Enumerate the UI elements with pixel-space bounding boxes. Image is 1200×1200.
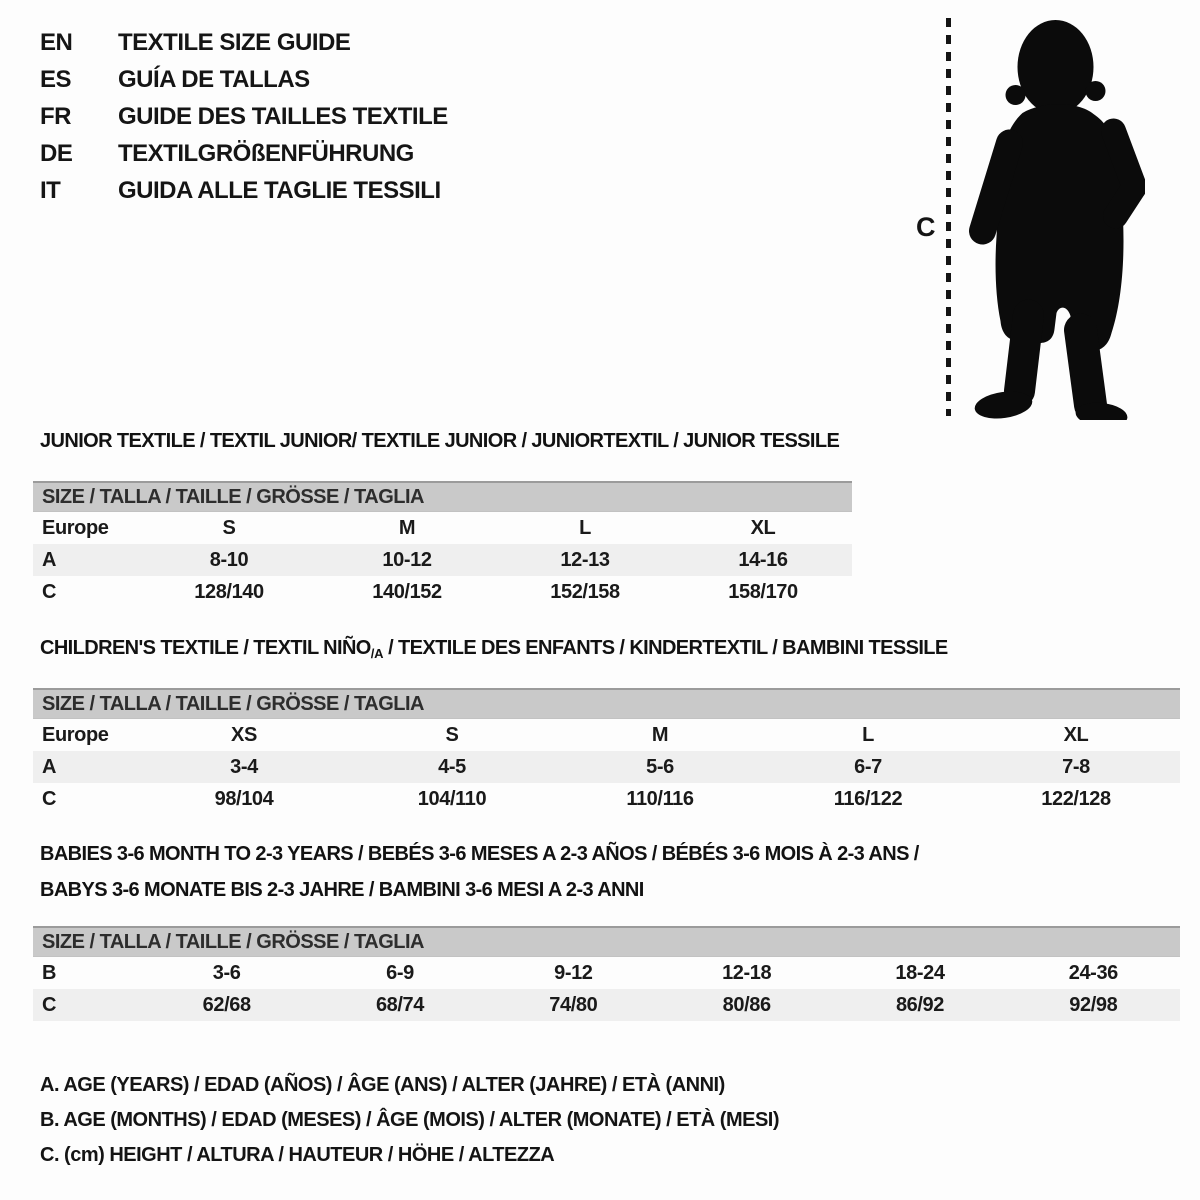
- table-cell: 128/140: [194, 580, 264, 603]
- table-cell: 12-18: [722, 961, 772, 984]
- table-cell: 104/110: [417, 787, 487, 810]
- table-cell: 4-5: [438, 755, 466, 778]
- table-cell: 5-6: [646, 755, 674, 778]
- table-cell: S: [222, 516, 236, 539]
- legend-age-months: B. AGE (MONTHS) / EDAD (MESES) / ÂGE (MO…: [40, 1109, 780, 1131]
- table-cell: 6-7: [854, 755, 882, 778]
- table-cell: 24-36: [1068, 961, 1119, 984]
- table-cell: 98/104: [214, 787, 274, 810]
- size-header-bar: SIZE / TALLA / TAILLE / GRÖSSE / TAGLIA: [33, 688, 1180, 719]
- table-cell: 62/68: [202, 993, 251, 1016]
- table-cell: 74/80: [549, 993, 598, 1016]
- table-cell: S: [445, 723, 459, 746]
- size-header-bar: SIZE / TALLA / TAILLE / GRÖSSE / TAGLIA: [33, 481, 852, 512]
- toddler-silhouette-image: [969, 20, 1145, 420]
- row-label: Europe: [42, 516, 109, 539]
- table-row: B 3-6 6-9 9-12 12-18 18-24 24-36: [33, 957, 1180, 989]
- children-title-rest: / TEXTILE DES ENFANTS / KINDERTEXTIL / B…: [383, 637, 948, 659]
- junior-section-title: JUNIOR TEXTILE / TEXTIL JUNIOR/ TEXTILE …: [40, 430, 840, 452]
- table-cell: L: [579, 516, 591, 539]
- children-section-title: CHILDREN'S TEXTILE / TEXTIL NIÑO/A / TEX…: [40, 637, 948, 661]
- legend-age-years: A. AGE (YEARS) / EDAD (AÑOS) / ÂGE (ANS)…: [40, 1074, 725, 1096]
- table-cell: 7-8: [1062, 755, 1090, 778]
- junior-size-table: SIZE / TALLA / TAILLE / GRÖSSE / TAGLIA …: [33, 481, 852, 608]
- language-code: FR: [40, 102, 72, 130]
- table-cell: 3-6: [212, 961, 241, 984]
- table-cell: 152/158: [550, 580, 620, 603]
- language-row: DE TEXTILGRÖßENFÜHRUNG: [40, 135, 448, 172]
- children-title-subscript: /A: [370, 646, 384, 661]
- table-row: C 62/68 68/74 74/80 80/86 86/92 92/98: [33, 989, 1180, 1021]
- height-measure-label: C: [916, 212, 936, 242]
- table-row: Europe XS S M L XL: [33, 719, 1180, 751]
- legend-height-cm: C. (cm) HEIGHT / ALTURA / HAUTEUR / HÖHE…: [40, 1144, 555, 1166]
- language-row: FR GUIDE DES TAILLES TEXTILE: [40, 98, 448, 135]
- language-guide-title: TEXTILE SIZE GUIDE: [118, 28, 351, 56]
- language-guide-title: GUÍA DE TALLAS: [118, 65, 310, 93]
- children-title-main: CHILDREN'S TEXTILE / TEXTIL NIÑO: [40, 637, 371, 659]
- table-cell: 12-13: [560, 548, 610, 571]
- table-row: A 3-4 4-5 5-6 6-7 7-8: [33, 751, 1180, 783]
- row-label: A: [42, 755, 57, 778]
- row-label: A: [42, 548, 57, 571]
- babies-section-title-line2: BABYS 3-6 MONATE BIS 2-3 JAHRE / BAMBINI…: [40, 879, 644, 901]
- table-cell: 80/86: [722, 993, 771, 1016]
- table-cell: XL: [1063, 723, 1089, 746]
- height-measure-dashed-line: [946, 18, 951, 416]
- language-code: EN: [40, 28, 73, 56]
- table-cell: XS: [231, 723, 257, 746]
- row-label: B: [42, 961, 57, 984]
- row-label: C: [42, 993, 57, 1016]
- babies-section-title-line1: BABIES 3-6 MONTH TO 2-3 YEARS / BEBÉS 3-…: [40, 843, 919, 865]
- language-guide-title: TEXTILGRÖßENFÜHRUNG: [118, 139, 414, 167]
- table-cell: 14-16: [738, 548, 788, 571]
- table-cell: 140/152: [372, 580, 442, 603]
- language-code: IT: [40, 176, 61, 204]
- language-guide-title: GUIDE DES TAILLES TEXTILE: [118, 102, 448, 130]
- language-row: ES GUÍA DE TALLAS: [40, 61, 448, 98]
- table-cell: 92/98: [1069, 993, 1118, 1016]
- table-cell: 68/74: [375, 993, 425, 1016]
- language-code: DE: [40, 139, 73, 167]
- table-row: C 128/140 140/152 152/158 158/170: [33, 576, 852, 608]
- table-cell: L: [862, 723, 874, 746]
- table-cell: 18-24: [895, 961, 945, 984]
- table-cell: 116/122: [833, 787, 903, 810]
- language-row: EN TEXTILE SIZE GUIDE: [40, 24, 448, 61]
- table-row: A 8-10 10-12 12-13 14-16: [33, 544, 852, 576]
- measure-legend: A. AGE (YEARS) / EDAD (AÑOS) / ÂGE (ANS)…: [40, 1068, 780, 1173]
- table-cell: 10-12: [382, 548, 432, 571]
- table-cell: 8-10: [209, 548, 249, 571]
- table-cell: 86/92: [895, 993, 945, 1016]
- row-label: C: [42, 787, 57, 810]
- language-title-list: EN TEXTILE SIZE GUIDE ES GUÍA DE TALLAS …: [40, 24, 448, 209]
- table-cell: 158/170: [728, 580, 798, 603]
- table-row: Europe S M L XL: [33, 512, 852, 544]
- babies-size-table: SIZE / TALLA / TAILLE / GRÖSSE / TAGLIA …: [33, 926, 1180, 1021]
- language-code: ES: [40, 65, 72, 93]
- table-cell: 122/128: [1041, 787, 1111, 810]
- children-size-table: SIZE / TALLA / TAILLE / GRÖSSE / TAGLIA …: [33, 688, 1180, 815]
- table-cell: 3-4: [230, 755, 258, 778]
- table-cell: M: [398, 516, 416, 539]
- row-label: C: [42, 580, 57, 603]
- table-row: C 98/104 104/110 110/116 116/122 122/128: [33, 783, 1180, 815]
- language-guide-title: GUIDA ALLE TAGLIE TESSILI: [118, 176, 441, 204]
- table-cell: M: [651, 723, 669, 746]
- size-header-bar: SIZE / TALLA / TAILLE / GRÖSSE / TAGLIA: [33, 926, 1180, 957]
- table-cell: 9-12: [554, 961, 593, 984]
- table-cell: 110/116: [626, 787, 694, 810]
- table-cell: 6-9: [386, 961, 414, 984]
- language-row: IT GUIDA ALLE TAGLIE TESSILI: [40, 172, 448, 209]
- table-cell: XL: [750, 516, 776, 539]
- row-label: Europe: [42, 723, 109, 746]
